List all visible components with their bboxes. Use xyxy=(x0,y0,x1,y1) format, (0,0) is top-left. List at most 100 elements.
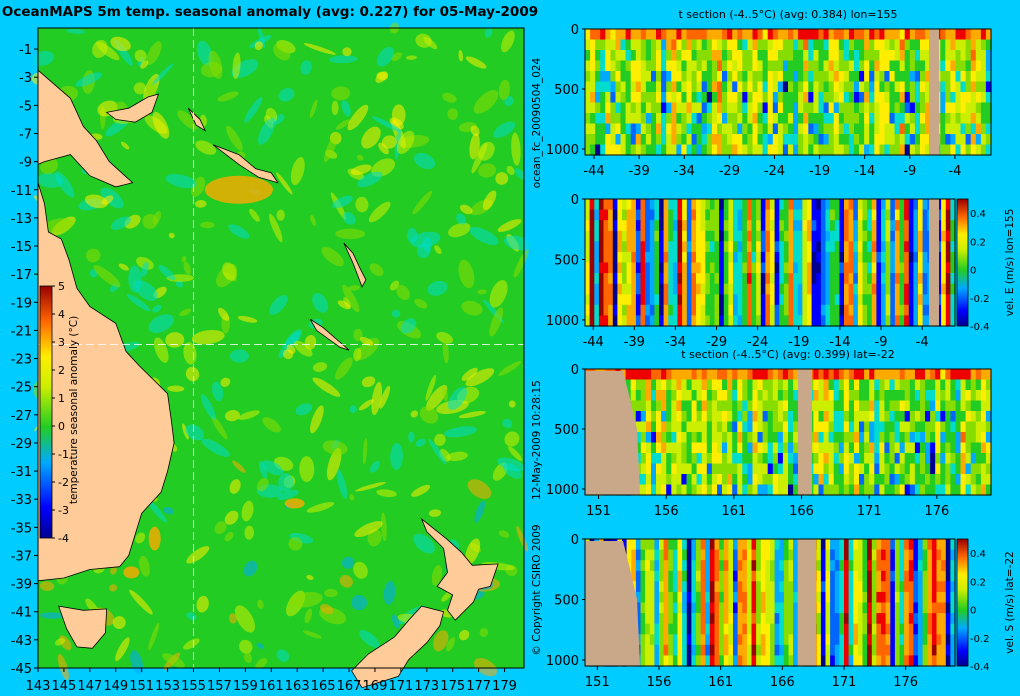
anomaly-eddy xyxy=(497,457,526,472)
section-cell xyxy=(881,655,887,667)
section-cell xyxy=(945,379,951,391)
section-cell xyxy=(848,655,854,667)
section-cell xyxy=(701,102,708,114)
section-cell xyxy=(798,113,804,125)
section-cell xyxy=(950,199,956,211)
section-cell xyxy=(848,623,854,635)
section-cell xyxy=(908,539,914,551)
section-cell xyxy=(894,560,901,572)
section-cell xyxy=(723,623,729,635)
section-cell xyxy=(737,539,743,551)
section-cell xyxy=(854,463,860,475)
section-cell xyxy=(645,262,651,274)
lon-tick-label: 155 xyxy=(181,679,206,694)
section-cell xyxy=(798,50,804,62)
section-cell xyxy=(884,29,891,41)
colorbar-tick-label: 2 xyxy=(58,364,65,377)
section-cell xyxy=(782,432,789,444)
section-cell xyxy=(651,411,657,423)
anomaly-eddy xyxy=(290,157,305,186)
section-cell xyxy=(723,634,729,646)
section-cell xyxy=(941,581,947,593)
section-cell xyxy=(747,39,754,51)
section-cell xyxy=(904,39,911,51)
section-cell xyxy=(640,283,646,295)
section-cell xyxy=(889,442,896,454)
section-cell xyxy=(651,92,657,104)
section-cell xyxy=(661,421,667,433)
section-cell xyxy=(772,92,779,104)
section-cell xyxy=(854,474,860,486)
section-cell xyxy=(733,613,739,625)
section-cell xyxy=(844,262,850,274)
section-cell xyxy=(691,390,698,402)
section-cell xyxy=(885,570,891,582)
section-cell xyxy=(681,411,688,423)
timestamp-label: 12-May-2009 10:28:15 xyxy=(531,380,543,500)
section-cell xyxy=(853,251,859,264)
section-cell xyxy=(820,273,827,285)
section-cell xyxy=(970,411,977,423)
colorbar-tick-label: -2 xyxy=(58,476,69,489)
section-cell xyxy=(884,369,891,381)
section-cell xyxy=(672,539,679,551)
section-cell xyxy=(686,613,692,625)
section-cell xyxy=(742,113,748,125)
section-cell xyxy=(645,602,651,614)
section-cell xyxy=(783,315,790,327)
section-cell xyxy=(874,411,880,423)
section-cell xyxy=(894,484,901,496)
section-cell xyxy=(598,251,605,264)
anomaly-eddy xyxy=(299,456,315,482)
section-cell xyxy=(788,453,794,465)
section-cell xyxy=(686,81,693,93)
section-cell xyxy=(876,209,882,221)
section-cell xyxy=(696,304,702,316)
section-cell xyxy=(941,549,947,561)
section-cell xyxy=(722,29,728,41)
section-title: t section (-4..5°C) (avg: 0.384) lon=155 xyxy=(678,8,897,21)
section-cell xyxy=(626,273,632,285)
section-cell xyxy=(864,113,870,125)
section-cell xyxy=(975,71,982,83)
section-cell xyxy=(649,623,655,635)
section-cell xyxy=(696,283,702,295)
section-cell xyxy=(960,29,967,41)
section-cell xyxy=(885,539,891,551)
section-cell xyxy=(941,199,947,211)
lat-tick-label: -41 xyxy=(11,606,32,621)
anomaly-eddy xyxy=(434,433,446,446)
section-cell xyxy=(867,230,873,242)
section-cell xyxy=(793,39,799,51)
depth-tick-label: 500 xyxy=(554,593,579,608)
section-cell xyxy=(756,220,762,232)
section-cell xyxy=(844,241,850,253)
section-cell xyxy=(918,315,924,327)
section-cell xyxy=(656,50,662,62)
section-cell xyxy=(772,71,779,83)
section-cell xyxy=(909,442,916,454)
section-cell xyxy=(890,591,896,604)
section-cell xyxy=(927,549,933,561)
section-cell xyxy=(659,241,665,253)
section-cell xyxy=(925,432,931,444)
anomaly-eddy xyxy=(239,639,253,654)
section-cell xyxy=(833,421,840,433)
section-cell xyxy=(848,144,855,156)
section-cell xyxy=(813,442,820,454)
section-cell xyxy=(691,199,697,211)
section-cell xyxy=(914,50,921,62)
section-cell xyxy=(853,539,859,551)
section-cell xyxy=(816,613,822,625)
section-cell xyxy=(645,60,652,72)
section-cell xyxy=(853,634,859,646)
section-cell xyxy=(960,60,967,72)
section-cell xyxy=(752,134,759,146)
section-cell xyxy=(825,262,831,274)
section-cell xyxy=(864,50,870,62)
section-cell xyxy=(772,463,779,475)
section-cell xyxy=(782,411,789,423)
section-cell xyxy=(833,453,840,465)
section-cell xyxy=(867,560,873,572)
